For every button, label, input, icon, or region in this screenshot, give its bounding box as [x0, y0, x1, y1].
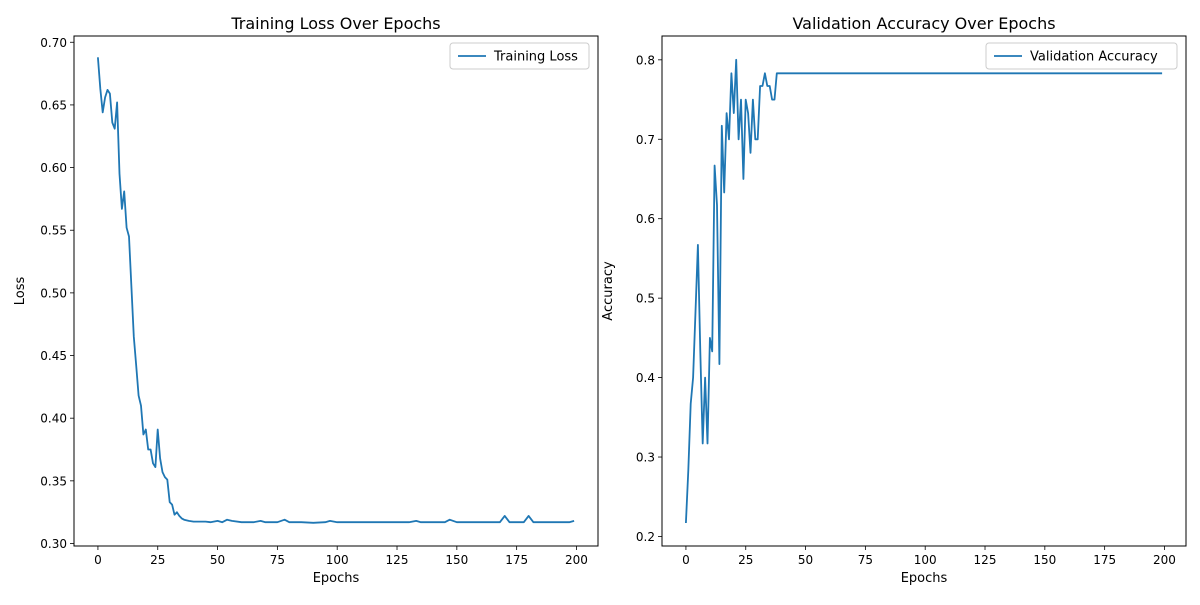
y-tick-label: 0.70 — [40, 36, 67, 50]
y-axis-label: Accuracy — [601, 261, 616, 321]
x-tick-label: 50 — [798, 553, 813, 567]
x-tick-label: 0 — [682, 553, 690, 567]
x-tick-label: 75 — [270, 553, 285, 567]
series-line-validation-accuracy — [685, 58, 1163, 524]
x-axis-label: Epochs — [313, 571, 360, 586]
x-tick-label: 100 — [326, 553, 349, 567]
y-tick-label: 0.40 — [40, 412, 67, 426]
x-tick-label: 175 — [505, 553, 528, 567]
validation-accuracy-panel: 0 25 50 75 100 125 150 175 200 0.2 0.3 0.4 0.5 0.6 0.7… — [601, 14, 1187, 586]
x-tick-label: 100 — [914, 553, 937, 567]
y-tick-label: 0.8 — [636, 53, 655, 67]
x-tick-label: 125 — [974, 553, 997, 567]
y-tick-label: 0.6 — [636, 212, 655, 226]
y-tick-label: 0.55 — [40, 224, 67, 238]
y-tick-label: 0.50 — [40, 286, 67, 300]
training-loss-panel: 0 25 50 75 100 125 150 175 200 0.30 0.35 0.40 0.45 0.… — [13, 14, 599, 586]
x-tick-label: 200 — [565, 553, 588, 567]
series-line-training-loss — [97, 57, 575, 524]
legend-entry: Training Loss — [493, 50, 578, 65]
x-tick-label: 0 — [94, 553, 102, 567]
legend-box — [449, 42, 590, 70]
x-tick-label: 75 — [858, 553, 873, 567]
legend-box — [985, 42, 1178, 70]
y-tick-label: 0.4 — [636, 371, 655, 385]
x-tick-label: 25 — [738, 553, 753, 567]
y-axis-label: Loss — [13, 277, 28, 306]
x-tick-label: 25 — [150, 553, 165, 567]
y-tick-label: 0.7 — [636, 133, 655, 147]
x-tick-label: 125 — [386, 553, 409, 567]
y-tick-label: 0.5 — [636, 292, 655, 306]
axes-frame — [661, 35, 1187, 547]
x-tick-label: 200 — [1153, 553, 1176, 567]
legend-entry: Validation Accuracy — [1030, 50, 1158, 65]
chart-title: Validation Accuracy Over Epochs — [792, 14, 1055, 33]
chart-title: Training Loss Over Epochs — [230, 14, 440, 33]
y-tick-label: 0.45 — [40, 349, 67, 363]
y-tick-label: 0.2 — [636, 530, 655, 544]
x-tick-label: 50 — [210, 553, 225, 567]
y-tick-label: 0.30 — [40, 537, 67, 551]
x-tick-label: 175 — [1093, 553, 1116, 567]
y-tick-label: 0.65 — [40, 98, 67, 112]
x-tick-label: 150 — [445, 553, 468, 567]
axes-frame — [73, 35, 599, 547]
x-tick-label: 150 — [1033, 553, 1056, 567]
y-tick-label: 0.60 — [40, 161, 67, 175]
x-axis-label: Epochs — [901, 571, 948, 586]
y-tick-label: 0.35 — [40, 474, 67, 488]
y-tick-label: 0.3 — [636, 451, 655, 465]
